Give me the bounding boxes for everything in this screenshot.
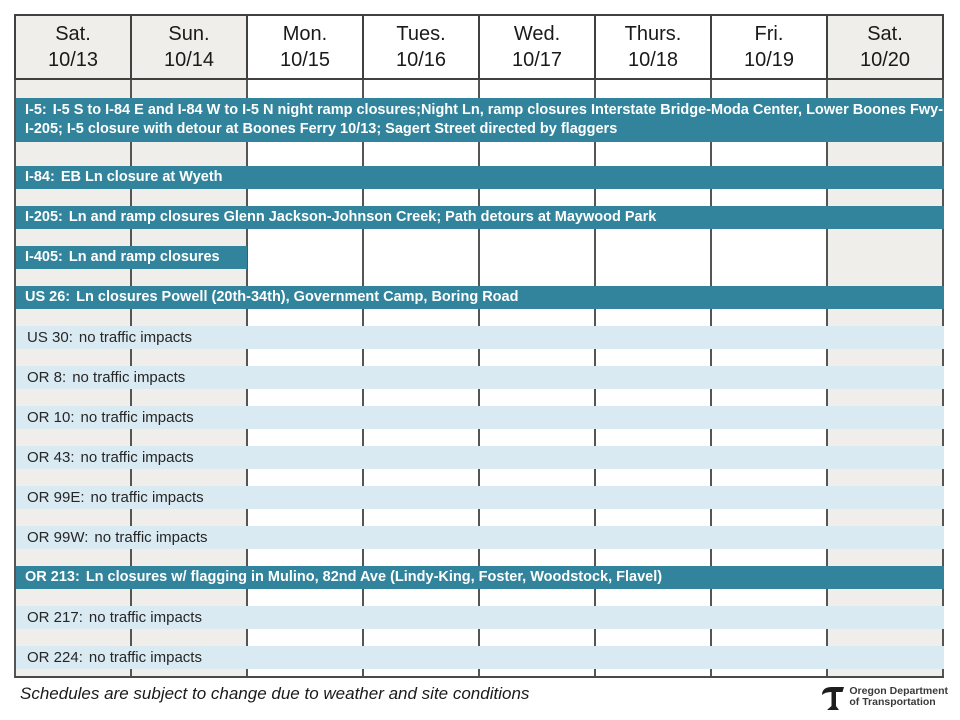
closure-bar-or213: OR 213: Ln closures w/ flagging in Mulino…: [16, 566, 944, 589]
day-header-wed-1017: Wed. 10/17: [480, 16, 596, 78]
closure-bar-i405: I-405: Ln and ramp closures: [16, 246, 247, 269]
no-impact-bar-us30: US 30: no traffic impacts: [16, 326, 944, 349]
no-impact-text: no traffic impacts: [90, 489, 204, 506]
day-date: 10/19: [743, 49, 795, 71]
day-date: 10/18: [627, 49, 679, 71]
row-or217: OR 217: no traffic impacts: [14, 606, 944, 629]
day-header-mon-1015: Mon. 10/15: [248, 16, 364, 78]
highway-label: OR 10:: [27, 409, 75, 426]
closure-text: Ln and ramp closures Glenn Jackson-Johns…: [68, 209, 657, 225]
day-header-row: Sat. 10/13 Sun. 10/14 Mon. 10/15 Tues. 1…: [14, 14, 944, 80]
day-name: Sat.: [867, 23, 903, 45]
closure-text: I-5 S to I-84 E and I-84 W to I-5 N nigh…: [25, 102, 944, 137]
odot-logo-text: Oregon Department of Transportation: [849, 684, 948, 709]
day-header-sat-1020: Sat. 10/20: [828, 16, 942, 78]
closure-bar-us26: US 26: Ln closures Powell (20th-34th), Go…: [16, 286, 944, 309]
day-header-tues-1016: Tues. 10/16: [364, 16, 480, 78]
no-impact-bar-or99e: OR 99E: no traffic impacts: [16, 486, 944, 509]
day-date: 10/17: [511, 49, 563, 71]
closure-bar-i84: I-84: EB Ln closure at Wyeth: [16, 166, 944, 189]
highway-label: OR 43:: [27, 449, 75, 466]
highway-label: US 30:: [27, 329, 73, 346]
row-i84: I-84: EB Ln closure at Wyeth: [14, 166, 944, 189]
highway-label: OR 99E:: [27, 489, 85, 506]
day-header-sat-1013: Sat. 10/13: [16, 16, 132, 78]
row-or213: OR 213: Ln closures w/ flagging in Mulino…: [14, 566, 944, 589]
row-or99e: OR 99E: no traffic impacts: [14, 486, 944, 509]
day-name: Tues.: [396, 23, 446, 45]
odot-logo-line1: Oregon Department: [849, 684, 948, 697]
highway-label: OR 224:: [27, 649, 83, 666]
day-name: Mon.: [282, 23, 328, 45]
row-i205: I-205: Ln and ramp closures Glenn Jackson…: [14, 206, 944, 229]
no-impact-text: no traffic impacts: [88, 649, 202, 666]
day-header-fri-1019: Fri. 10/19: [712, 16, 828, 78]
highway-label: I-405:: [25, 249, 63, 265]
row-or99w: OR 99W: no traffic impacts: [14, 526, 944, 549]
row-or43: OR 43: no traffic impacts: [14, 446, 944, 469]
day-name: Sun.: [168, 23, 210, 45]
day-date: 10/13: [47, 49, 99, 71]
closure-text: Ln closures Powell (20th-34th), Governme…: [76, 289, 519, 305]
highway-label: OR 99W:: [27, 529, 89, 546]
no-impact-text: no traffic impacts: [88, 609, 202, 626]
day-header-thurs-1018: Thurs. 10/18: [596, 16, 712, 78]
day-name: Sat.: [55, 23, 91, 45]
highway-label: I-5:: [25, 102, 47, 118]
closure-text: EB Ln closure at Wyeth: [60, 169, 223, 185]
row-i405: I-405: Ln and ramp closures: [14, 246, 944, 269]
day-date: 10/15: [279, 49, 331, 71]
no-impact-bar-or8: OR 8: no traffic impacts: [16, 366, 944, 389]
day-name: Thurs.: [624, 23, 682, 45]
highway-rows: I-5: I-5 S to I-84 E and I-84 W to I-5 N …: [14, 80, 944, 676]
row-us26: US 26: Ln closures Powell (20th-34th), Go…: [14, 286, 944, 309]
day-date: 10/16: [395, 49, 447, 71]
row-or224: OR 224: no traffic impacts: [14, 646, 944, 669]
no-impact-bar-or99w: OR 99W: no traffic impacts: [16, 526, 944, 549]
no-impact-text: no traffic impacts: [72, 369, 186, 386]
highway-label: OR 217:: [27, 609, 83, 626]
highway-label: OR 213:: [25, 569, 80, 585]
no-impact-bar-or10: OR 10: no traffic impacts: [16, 406, 944, 429]
odot-logo: Oregon Department of Transportation: [820, 682, 948, 712]
highway-label: I-84:: [25, 169, 55, 185]
no-impact-text: no traffic impacts: [80, 409, 194, 426]
day-header-sun-1014: Sun. 10/14: [132, 16, 248, 78]
highway-label: US 26:: [25, 289, 71, 305]
schedule-grid: I-5: I-5 S to I-84 E and I-84 W to I-5 N …: [14, 80, 944, 678]
day-name: Fri.: [754, 23, 784, 45]
schedule-disclaimer: Schedules are subject to change due to w…: [20, 684, 530, 703]
closure-bar-i205: I-205: Ln and ramp closures Glenn Jackson…: [16, 206, 944, 229]
no-impact-bar-or43: OR 43: no traffic impacts: [16, 446, 944, 469]
no-impact-bar-or224: OR 224: no traffic impacts: [16, 646, 944, 669]
highway-label: OR 8:: [27, 369, 67, 386]
odot-logo-line2: of Transportation: [849, 696, 936, 708]
odot-t-icon: [822, 687, 845, 710]
no-impact-bar-or217: OR 217: no traffic impacts: [16, 606, 944, 629]
closure-text: Ln closures w/ flagging in Mulino, 82nd …: [85, 569, 663, 585]
no-impact-text: no traffic impacts: [78, 329, 192, 346]
no-impact-text: no traffic impacts: [80, 449, 194, 466]
day-date: 10/20: [859, 49, 911, 71]
row-or8: OR 8: no traffic impacts: [14, 366, 944, 389]
closure-text: Ln and ramp closures: [68, 249, 220, 265]
closure-bar-i5: I-5: I-5 S to I-84 E and I-84 W to I-5 N …: [16, 98, 944, 142]
row-i5: I-5: I-5 S to I-84 E and I-84 W to I-5 N …: [14, 98, 944, 142]
row-or10: OR 10: no traffic impacts: [14, 406, 944, 429]
no-impact-text: no traffic impacts: [94, 529, 208, 546]
day-name: Wed.: [513, 23, 561, 45]
row-us30: US 30: no traffic impacts: [14, 326, 944, 349]
day-date: 10/14: [163, 49, 215, 71]
highway-label: I-205:: [25, 209, 63, 225]
